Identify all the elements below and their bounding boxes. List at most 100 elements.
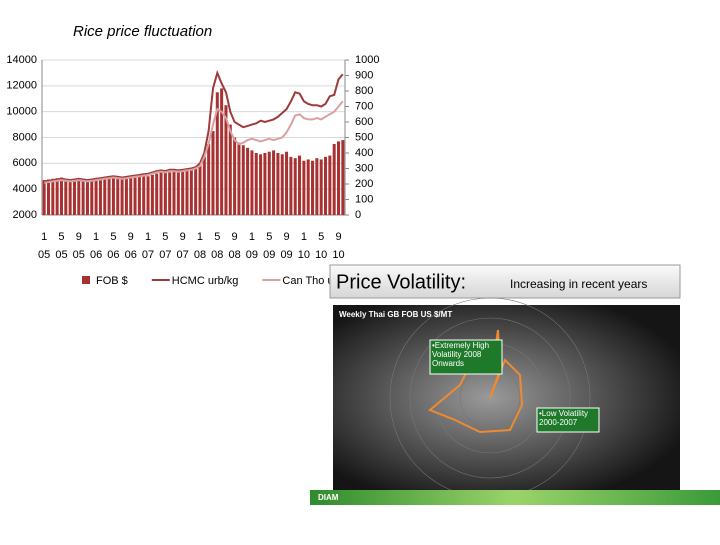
bar xyxy=(319,159,323,215)
bar xyxy=(64,178,68,215)
bar xyxy=(159,172,163,215)
line xyxy=(44,69,344,183)
bar xyxy=(59,177,63,215)
banner xyxy=(329,264,681,299)
legend-swatch xyxy=(82,276,90,284)
bar xyxy=(98,179,102,215)
bar xyxy=(289,156,293,215)
x-tick-label: 1 06 xyxy=(90,231,102,261)
bar xyxy=(263,153,267,215)
bar xyxy=(72,178,76,215)
x-tick-label: 9 09 xyxy=(280,231,292,261)
bar xyxy=(302,160,306,215)
y2-tick-label: 500 xyxy=(355,131,373,143)
banner-title: Price Volatility: xyxy=(336,271,466,293)
radial-trace xyxy=(428,329,524,434)
x-tick-label: 1 09 xyxy=(246,231,258,261)
bar xyxy=(224,105,228,215)
bar xyxy=(237,142,241,215)
bar xyxy=(306,159,310,215)
bar xyxy=(315,158,319,215)
bar xyxy=(55,178,59,215)
x-tick-label: 1 05 xyxy=(38,231,50,261)
bar xyxy=(129,176,133,215)
bar xyxy=(94,180,98,215)
bar xyxy=(241,145,245,215)
bar xyxy=(298,155,302,215)
bar xyxy=(111,177,115,215)
image-title: Weekly Thai GB FOB US $/MT xyxy=(339,310,452,319)
bar xyxy=(194,167,198,215)
bar xyxy=(176,171,180,215)
x-tick-label: 1 10 xyxy=(298,231,310,261)
y-tick-label: 6000 xyxy=(13,157,37,169)
bar xyxy=(280,154,284,215)
bar xyxy=(46,179,51,215)
y-tick-label: 10000 xyxy=(6,106,37,118)
bar xyxy=(246,147,250,215)
bar xyxy=(215,92,219,215)
x-tick-label: 9 05 xyxy=(73,231,85,261)
y-tick-label: 4000 xyxy=(13,183,37,195)
x-tick-label: 1 08 xyxy=(194,231,206,261)
bar xyxy=(336,141,341,215)
bar xyxy=(168,172,172,215)
line xyxy=(44,100,344,184)
bar xyxy=(107,178,111,215)
radial-image xyxy=(333,305,680,490)
bar xyxy=(276,153,280,215)
bar xyxy=(155,173,159,215)
bar xyxy=(332,143,336,215)
note-box xyxy=(536,407,600,433)
bar xyxy=(146,176,150,215)
y2-tick-label: 800 xyxy=(355,85,373,97)
y2-tick-label: 400 xyxy=(355,147,373,159)
bar xyxy=(293,158,297,215)
bar xyxy=(51,178,55,215)
bar xyxy=(185,169,189,215)
bar xyxy=(250,150,254,215)
bar xyxy=(254,153,258,215)
x-tick-label: 5 08 xyxy=(211,231,223,261)
bar xyxy=(211,131,215,215)
bar xyxy=(85,179,89,215)
bar xyxy=(77,178,81,215)
chart-title: Rice price fluctuation xyxy=(73,23,212,40)
bar xyxy=(272,150,276,215)
bar xyxy=(228,124,232,215)
x-tick-label: 5 07 xyxy=(159,231,171,261)
y2-tick-label: 0 xyxy=(355,209,361,221)
banner-subtitle: Increasing in recent years xyxy=(510,277,647,291)
y2-tick-label: 100 xyxy=(355,193,373,205)
bar xyxy=(137,176,141,215)
volatility-panel: Price Volatility: Increasing in recent y… xyxy=(310,264,720,505)
x-tick-label: 5 09 xyxy=(263,231,275,261)
x-tick-label: 9 10 xyxy=(332,231,344,261)
y-tick-label: 2000 xyxy=(13,209,37,221)
bar xyxy=(124,177,128,215)
x-tick-label: 5 06 xyxy=(107,231,119,261)
x-tick-label: 5 10 xyxy=(315,231,327,261)
logo-bar xyxy=(310,490,720,505)
x-tick-label: 9 07 xyxy=(177,231,189,261)
bar xyxy=(198,163,202,215)
bar xyxy=(328,155,332,215)
bar xyxy=(116,178,120,215)
x-tick-label: 9 08 xyxy=(228,231,240,261)
bar xyxy=(311,160,315,215)
y2-tick-label: 200 xyxy=(355,178,373,190)
note-high: •Extremely High Volatility 2008 Onwards xyxy=(432,341,490,368)
bar xyxy=(259,154,263,215)
bar xyxy=(267,151,271,215)
y2-tick-label: 300 xyxy=(355,162,373,174)
bar xyxy=(120,178,124,215)
bar xyxy=(285,151,289,215)
bar xyxy=(81,178,85,215)
bar xyxy=(181,171,185,215)
bar xyxy=(42,180,46,215)
bar xyxy=(202,156,206,215)
bar xyxy=(150,174,154,215)
bar xyxy=(324,156,328,215)
note-low: •Low Volatility 2000-2007 xyxy=(539,409,589,427)
